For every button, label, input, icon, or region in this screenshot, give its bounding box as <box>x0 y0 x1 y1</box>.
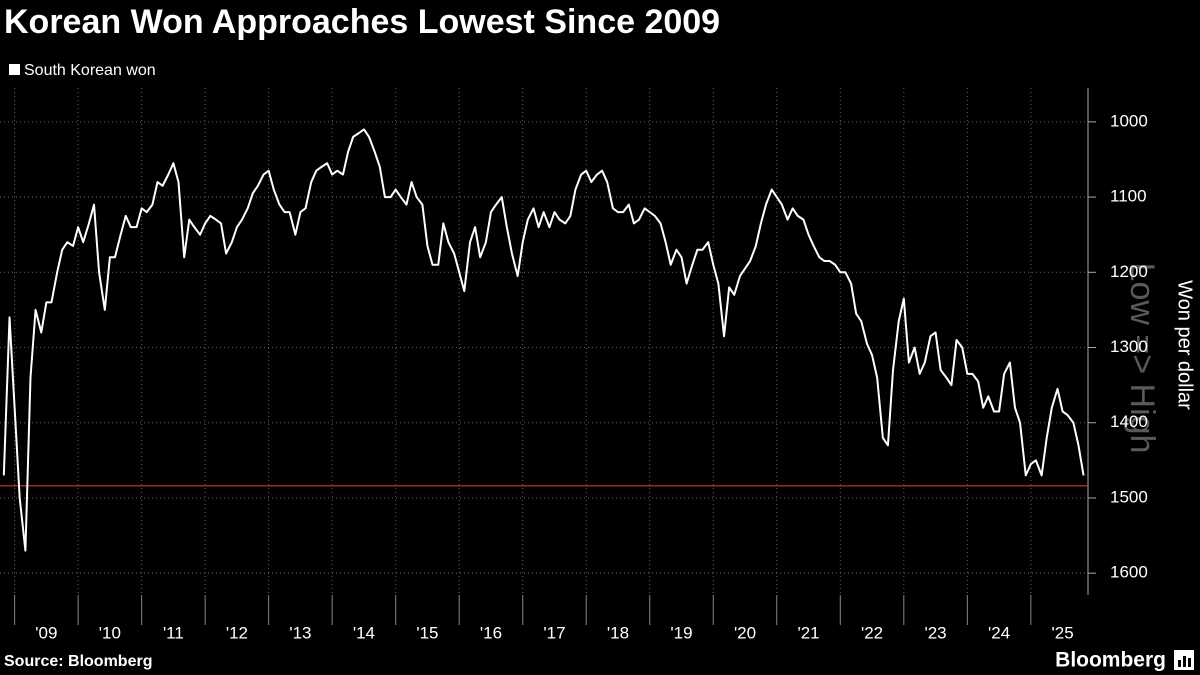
x-tick-label: '11 <box>163 623 184 642</box>
series-line <box>2 128 1085 552</box>
y-tick-label: 1600 <box>1110 563 1148 582</box>
brand: Bloomberg <box>1055 649 1166 672</box>
x-tick-label: '23 <box>924 623 946 642</box>
x-tick-label: '14 <box>353 623 375 642</box>
y-tick-label: 1500 <box>1110 487 1148 506</box>
y-tick-label: 1000 <box>1110 111 1148 130</box>
legend-label: South Korean won <box>24 62 156 79</box>
legend-swatch <box>9 64 20 75</box>
x-tick-label: '13 <box>289 623 311 642</box>
y-tick-label: 1400 <box>1110 412 1148 431</box>
brand-icon-bar <box>1178 660 1181 667</box>
y-tick-label: 1200 <box>1110 262 1148 281</box>
watermark: Low => High <box>1123 263 1161 454</box>
x-tick-label: '24 <box>988 623 1010 642</box>
brand-icon-bars <box>1178 656 1191 667</box>
chart-title: Korean Won Approaches Lowest Since 2009 <box>4 3 720 41</box>
x-tick-label: '25 <box>1052 623 1074 642</box>
x-tick-label: '19 <box>670 623 692 642</box>
x-tick-label: '17 <box>543 623 565 642</box>
x-tick-label: '18 <box>607 623 629 642</box>
brand-icon-bar <box>1188 658 1191 667</box>
brand-icon-bar <box>1183 656 1186 667</box>
x-tick-label: '22 <box>861 623 883 642</box>
x-tick-label: '10 <box>99 623 121 642</box>
y-tick-label: 1300 <box>1110 337 1148 356</box>
y-axis-label: Won per dollar <box>1174 280 1196 410</box>
x-tick-label: '21 <box>797 623 819 642</box>
x-tick-label: '15 <box>416 623 438 642</box>
y-tick-label: 1100 <box>1110 187 1147 206</box>
source: Source: Bloomberg <box>4 653 152 670</box>
x-tick-label: '16 <box>480 623 502 642</box>
x-tick-label: '09 <box>35 623 57 642</box>
x-tick-label: '12 <box>226 623 248 642</box>
x-tick-label: '20 <box>734 623 756 642</box>
